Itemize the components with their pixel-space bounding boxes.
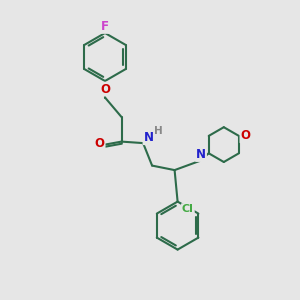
Text: O: O xyxy=(100,82,110,96)
Text: N: N xyxy=(143,131,154,144)
Text: O: O xyxy=(94,136,105,150)
Text: H: H xyxy=(154,125,163,136)
Text: N: N xyxy=(196,148,206,161)
Text: Cl: Cl xyxy=(182,204,194,214)
Text: O: O xyxy=(241,129,250,142)
Text: F: F xyxy=(101,20,109,33)
